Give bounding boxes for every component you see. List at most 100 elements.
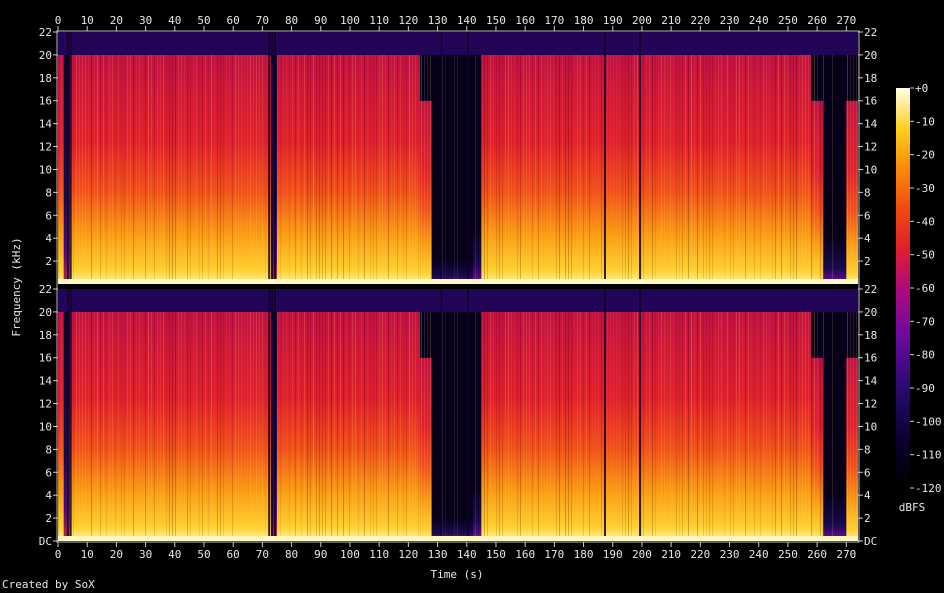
x-tick-label-top: 10 (81, 14, 94, 27)
texture-line (463, 311, 464, 541)
texture-line (556, 54, 557, 285)
x-tick-label-bottom: 60 (227, 548, 240, 561)
texture-line (379, 54, 380, 285)
x-tick-label-bottom: 250 (778, 548, 798, 561)
texture-line (721, 54, 722, 285)
texture-line (430, 311, 431, 541)
texture-line (781, 54, 782, 285)
y-tick-label-left: 2 (45, 512, 52, 525)
texture-line (526, 311, 527, 541)
spectrum-segment (69, 54, 272, 285)
texture-line (430, 54, 431, 285)
dark-transient-line (268, 289, 271, 541)
y-tick-label-left: 20 (39, 306, 52, 319)
texture-line (634, 311, 635, 541)
texture-line (652, 54, 653, 285)
dc-band (58, 536, 858, 541)
texture-line (625, 54, 626, 285)
texture-line (292, 311, 293, 541)
y-axis-label: Frequency (kHz) (10, 237, 23, 336)
x-tick-label-top: 80 (285, 14, 298, 27)
texture-line (544, 311, 545, 541)
texture-line (379, 311, 380, 541)
texture-line (433, 54, 434, 285)
y-tick-label-left: 6 (45, 466, 52, 479)
texture-line (682, 311, 683, 541)
texture-line (280, 311, 281, 541)
texture-line (436, 311, 437, 541)
y-tick-label-right: 18 (864, 329, 877, 342)
texture-line (595, 54, 596, 285)
x-tick-label-bottom: 260 (807, 548, 827, 561)
texture-line (739, 311, 740, 541)
texture-line (247, 311, 248, 541)
texture-line (91, 54, 92, 285)
x-tick-label-bottom: 200 (632, 548, 652, 561)
texture-line (628, 311, 629, 541)
ultrasonic-band (58, 32, 858, 55)
spectrum-segment (420, 357, 432, 541)
texture-line (484, 54, 485, 285)
texture-line (358, 54, 359, 285)
texture-line (535, 54, 536, 285)
spectrum-segment (641, 311, 812, 541)
texture-line (697, 54, 698, 285)
x-tick-label-bottom: 120 (398, 548, 418, 561)
texture-line (847, 311, 848, 541)
spectrum-segment (846, 357, 858, 541)
texture-line (202, 54, 203, 285)
texture-line (79, 54, 80, 285)
texture-line (163, 311, 164, 541)
texture-line (520, 54, 521, 285)
texture-line (241, 54, 242, 285)
texture-line (622, 311, 623, 541)
texture-line (490, 54, 491, 285)
texture-line (223, 311, 224, 541)
spectrum-cutoff (846, 289, 858, 358)
texture-line (454, 311, 455, 541)
y-tick-label-left: 18 (39, 72, 52, 85)
texture-line (118, 311, 119, 541)
texture-line (718, 54, 719, 285)
y-tick-label-right: 18 (864, 72, 877, 85)
texture-line (808, 54, 809, 285)
texture-line (415, 311, 416, 541)
texture-line (616, 311, 617, 541)
texture-line (199, 54, 200, 285)
texture-line (373, 311, 374, 541)
texture-line (187, 54, 188, 285)
texture-line (610, 54, 611, 285)
texture-line (676, 54, 677, 285)
texture-line (91, 311, 92, 541)
dark-transient-line (274, 32, 277, 284)
x-tick-label-top: 100 (340, 14, 360, 27)
colorbar-tick-label: -10 (915, 115, 935, 128)
texture-line (124, 54, 125, 285)
texture-line (385, 311, 386, 541)
y-tick-label-right: 22 (864, 26, 877, 39)
texture-line (412, 311, 413, 541)
dc-band (58, 279, 858, 284)
texture-line (787, 54, 788, 285)
texture-line (331, 54, 332, 285)
texture-line (550, 311, 551, 541)
texture-line (331, 311, 332, 541)
y-tick-label-right: 22 (864, 283, 877, 296)
texture-line (643, 54, 644, 285)
texture-line (301, 54, 302, 285)
y-tick-label-right: 4 (864, 232, 871, 245)
y-tick-label-right: 12 (864, 141, 877, 154)
texture-line (469, 54, 470, 285)
x-tick-label-bottom: 90 (314, 548, 327, 561)
texture-line (352, 54, 353, 285)
x-tick-label-bottom: 180 (574, 548, 594, 561)
texture-line (706, 311, 707, 541)
y-tick-label-right: 10 (864, 163, 877, 176)
texture-line (76, 54, 77, 285)
y-tick-label-right: 10 (864, 420, 877, 433)
texture-line (823, 54, 824, 285)
spectrum-cutoff (822, 289, 847, 496)
texture-line (646, 311, 647, 541)
texture-line (661, 54, 662, 285)
